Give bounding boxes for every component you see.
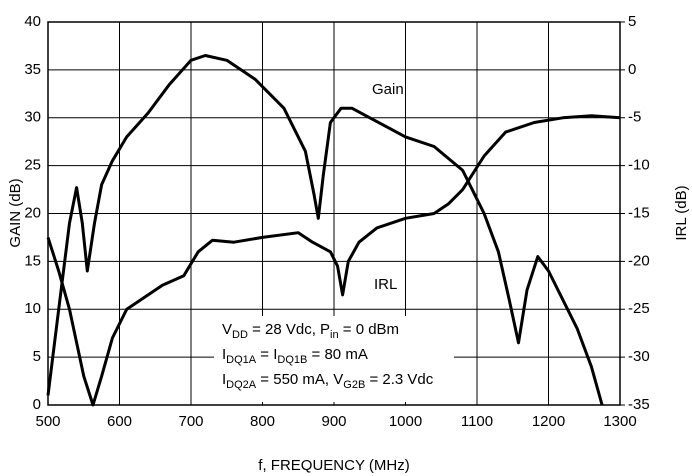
- y-tick-label: 15: [24, 252, 41, 269]
- annotation-subscript: DD: [232, 329, 248, 341]
- annotation-text: I: [222, 346, 226, 363]
- x-tick-label: 1300: [603, 413, 636, 430]
- annotation: IDQ1A = IDQ1B = 80 mA: [222, 346, 368, 366]
- annotation-text: = 80 mA: [307, 346, 367, 363]
- annotation-box: [214, 316, 454, 402]
- y2-tick-label: -10: [628, 157, 650, 174]
- x-tick-label: 900: [321, 413, 346, 430]
- series-line: [46, 54, 604, 406]
- y2-tick-label: -15: [628, 204, 650, 221]
- x-axis-label: f, FREQUENCY (MHz): [258, 457, 409, 474]
- annotation-subscript: DQ2A: [226, 379, 257, 391]
- annotation: IDQ2A = 550 mA, VG2B = 2.3 Vdc: [222, 371, 434, 391]
- annotation-text: = 28 Vdc, P: [248, 321, 330, 338]
- y-tick-label: 25: [24, 157, 41, 174]
- x-tick-label: 1100: [461, 413, 493, 430]
- annotation-text: = I: [256, 346, 277, 363]
- y-tick-label: 0: [33, 396, 41, 413]
- x-tick-label: 1000: [389, 413, 422, 430]
- y-tick-label: 10: [24, 300, 41, 317]
- x-tick-label: 500: [35, 413, 60, 430]
- annotation-text: = 550 mA, V: [256, 371, 343, 388]
- y2-tick-label: -5: [628, 109, 641, 126]
- x-tick-label: 800: [250, 413, 275, 430]
- y2-tick-label: 0: [628, 61, 636, 78]
- annotation: VDD = 28 Vdc, Pin = 0 dBm: [222, 321, 399, 341]
- series-line: [46, 114, 621, 407]
- y-tick-label: 35: [24, 61, 41, 78]
- annotation-subscript: DQ1B: [277, 354, 307, 366]
- y-tick-label: 5: [33, 348, 41, 365]
- series-label: IRL: [374, 276, 397, 293]
- y2-tick-label: -30: [628, 348, 650, 365]
- y2-tick-label: -20: [628, 252, 650, 269]
- y-axis-label: GAIN (dB): [7, 178, 24, 247]
- annotation-text: = 0 dBm: [339, 321, 399, 338]
- y2-tick-label: -25: [628, 300, 650, 317]
- series-label: Gain: [372, 81, 404, 98]
- annotation-text: I: [222, 371, 226, 388]
- y2-axis-label: IRL (dB): [673, 185, 690, 240]
- y-tick-label: 40: [24, 13, 41, 30]
- x-tick-label: 700: [178, 413, 203, 430]
- annotation-text: = 2.3 Vdc: [365, 371, 433, 388]
- annotation-text: V: [222, 321, 232, 338]
- y-tick-label: 20: [24, 204, 41, 221]
- y2-tick-label: -35: [628, 396, 650, 413]
- x-tick-label: 600: [107, 413, 132, 430]
- annotation-subscript: G2B: [343, 379, 365, 391]
- y-tick-label: 30: [24, 109, 41, 126]
- x-tick-label: 1200: [532, 413, 565, 430]
- plot-frame: [47, 21, 621, 406]
- annotation-subscript: DQ1A: [226, 354, 257, 366]
- y2-tick-label: 5: [628, 13, 636, 30]
- annotation-subscript: in: [330, 329, 339, 341]
